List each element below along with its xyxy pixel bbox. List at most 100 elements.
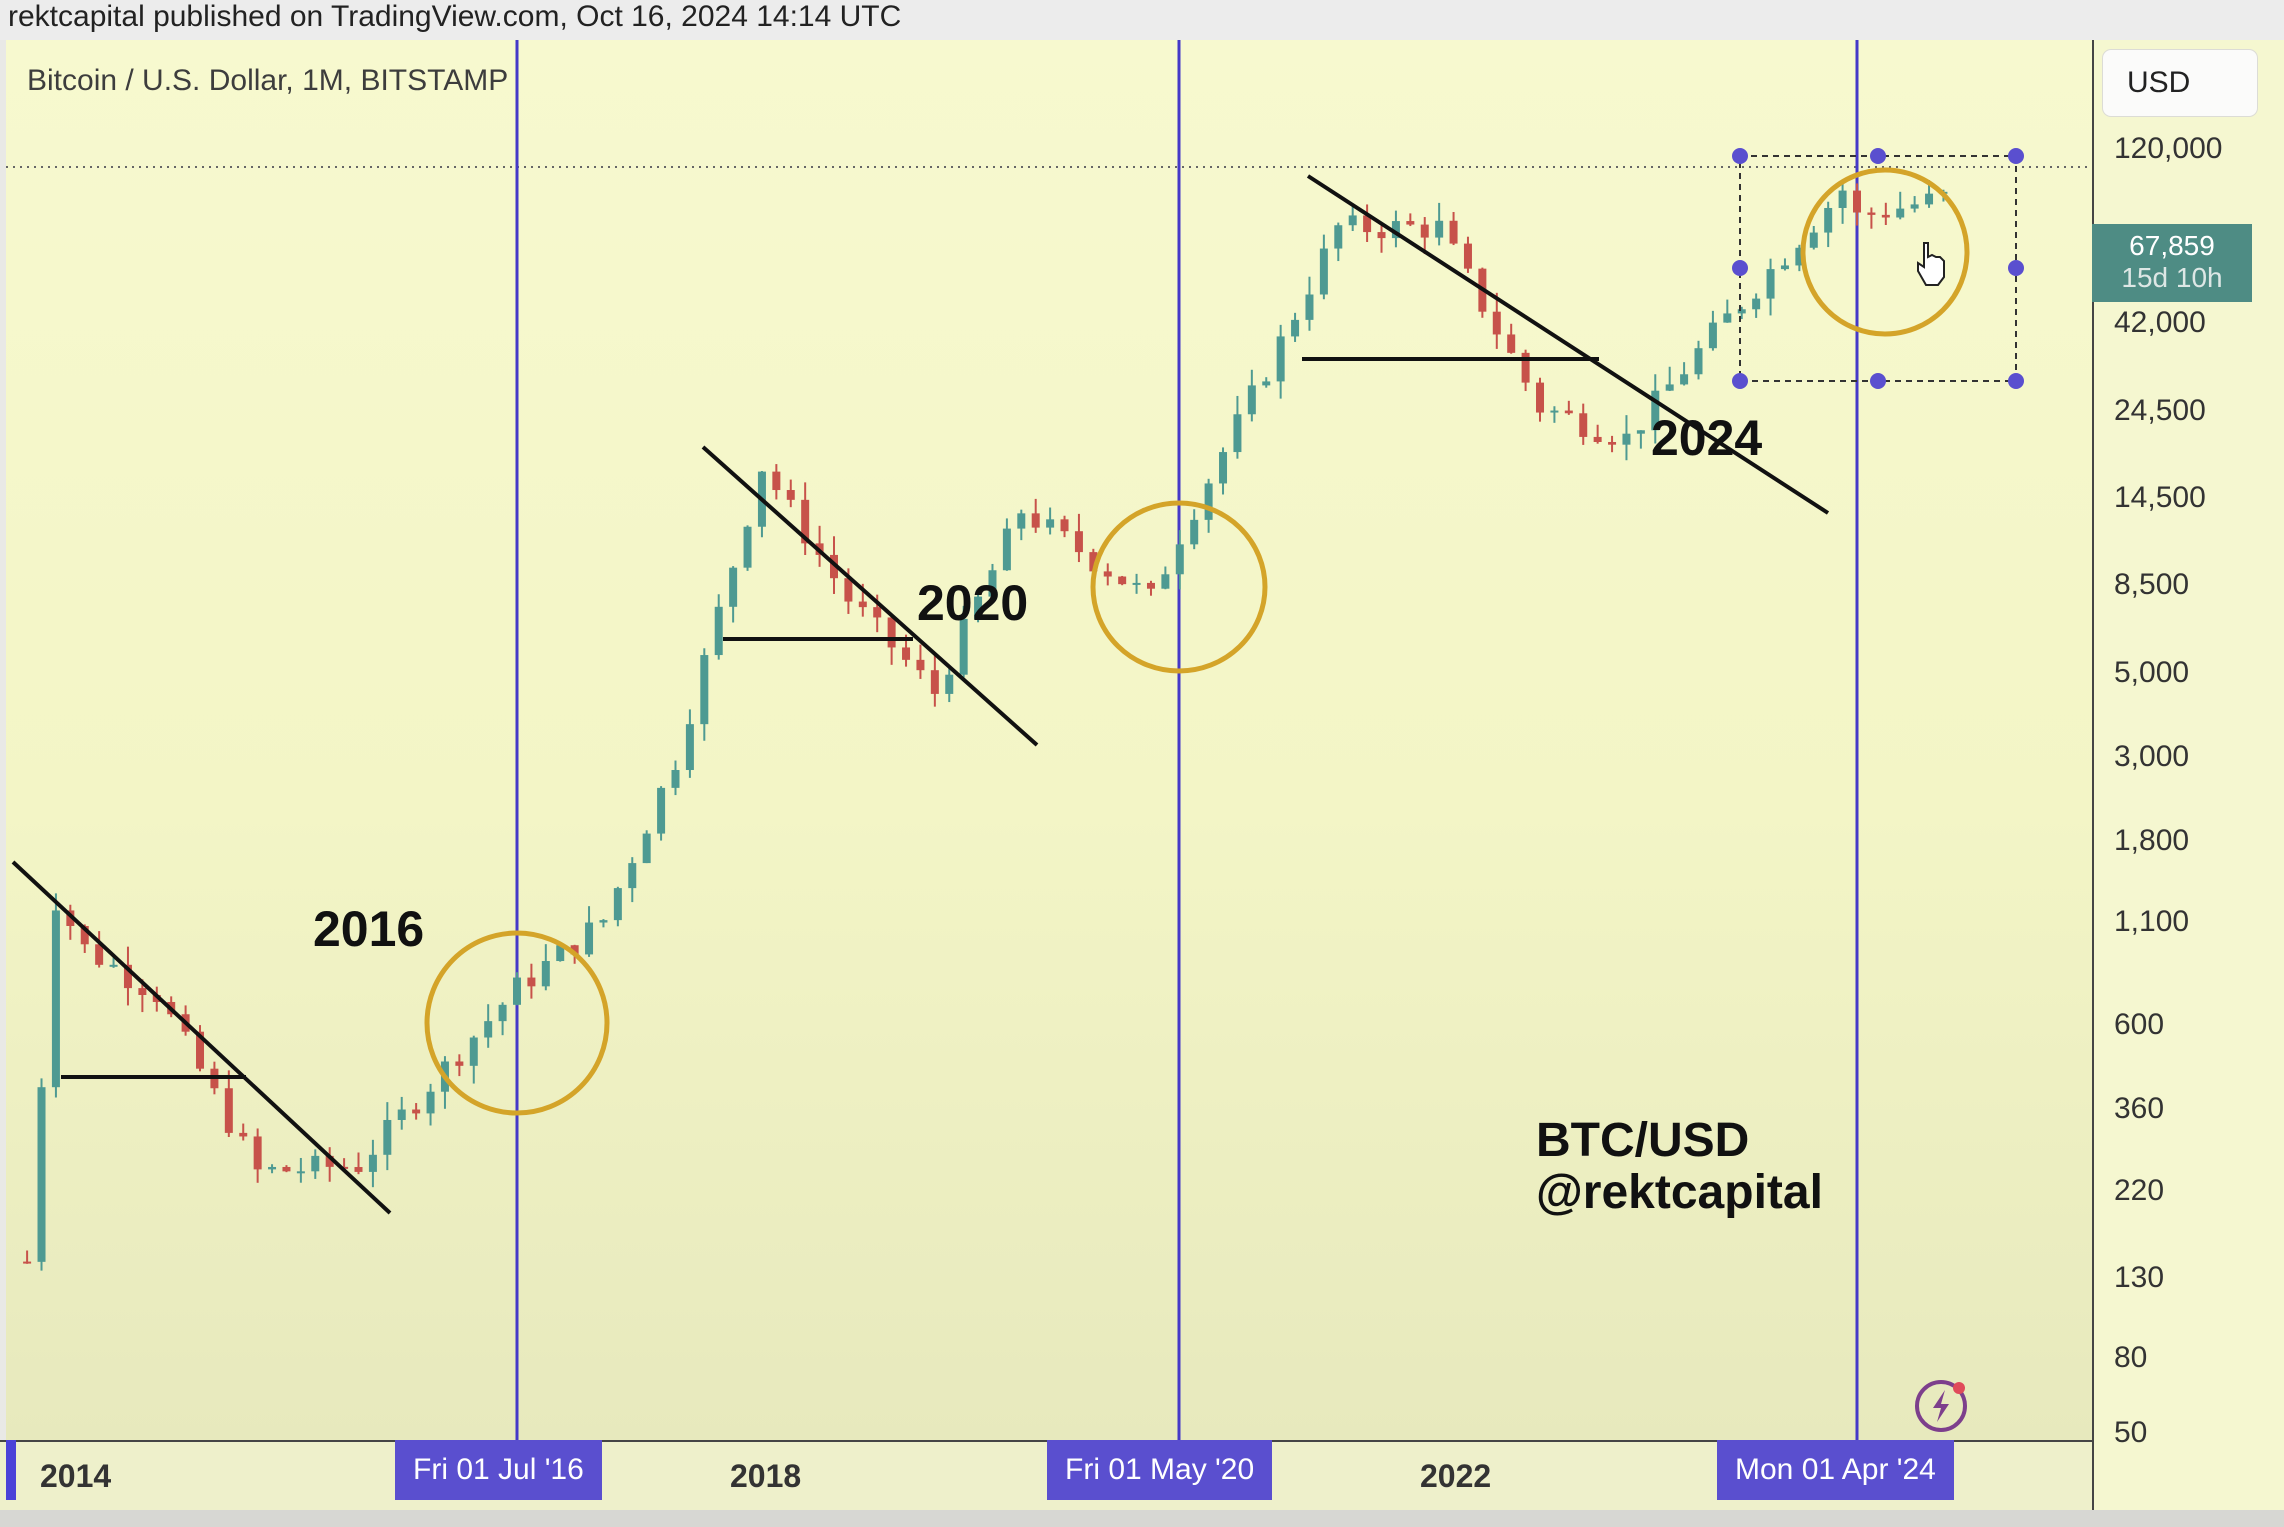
candle-body	[1319, 248, 1328, 295]
candle-body	[1291, 319, 1300, 337]
candle-body	[1737, 309, 1746, 314]
watermark-pair: BTC/USD	[1536, 1114, 1749, 1167]
time-axis-line	[0, 1440, 2092, 1442]
candle-body	[599, 920, 608, 923]
candle-body	[224, 1088, 233, 1133]
candle-body	[354, 1167, 363, 1172]
candle-body	[916, 659, 925, 671]
watermark-handle: @rektcapital	[1536, 1166, 1823, 1219]
chart-title: Bitcoin / U.S. Dollar, 1M, BITSTAMP	[27, 64, 509, 97]
candle-body	[484, 1021, 493, 1038]
price-tick: 5,000	[2114, 656, 2190, 689]
price-tick: 14,500	[2114, 481, 2206, 514]
price-tick: 50	[2114, 1416, 2148, 1449]
candle-body	[23, 1261, 32, 1264]
candle-body	[296, 1171, 305, 1174]
candle-body	[311, 1155, 320, 1172]
candle-body	[1507, 334, 1516, 353]
bar-countdown: 15d 10h	[2121, 262, 2223, 293]
candle-body	[1881, 214, 1890, 218]
date-badge-2020[interactable]: Fri 01 May '20	[1047, 1440, 1273, 1500]
time-axis[interactable]: 2014 2018 2022 Fri 01 Jul '16 Fri 01 May…	[0, 1440, 2092, 1510]
candle-body	[383, 1119, 392, 1155]
candle-body	[1031, 513, 1040, 528]
candle-body	[930, 670, 939, 694]
candle-body	[1449, 220, 1458, 244]
scroll-marker[interactable]	[6, 1440, 16, 1500]
candle-body	[1219, 452, 1228, 484]
publish-info-text: rektcapital published on TradingView.com…	[8, 0, 902, 33]
candle-body	[1780, 265, 1789, 270]
candle-body	[1190, 519, 1199, 545]
candle-body	[628, 863, 637, 889]
downtrend-line-2018[interactable]	[701, 445, 1039, 747]
candle-body	[1074, 531, 1083, 553]
candle-body	[873, 607, 882, 618]
date-badge-2024[interactable]: Mon 01 Apr '24	[1717, 1440, 1954, 1500]
candle-body	[801, 499, 810, 544]
candle-body	[109, 964, 118, 967]
downtrend-line-2014[interactable]	[11, 860, 392, 1215]
candle-body	[66, 910, 75, 926]
time-label: 2018	[730, 1458, 802, 1494]
candle-body	[1521, 352, 1530, 383]
price-axis[interactable]: USD 120,000 42,000 24,500 14,500 8,500 5…	[2092, 40, 2284, 1510]
candle-body	[772, 471, 781, 491]
candle-body	[1377, 232, 1386, 239]
chart-pane[interactable]: 2016 2020 2024 BTC/USD @rektcapital Bitc…	[6, 40, 2098, 1440]
candle-body	[1564, 410, 1573, 414]
candle-body	[1348, 215, 1357, 226]
candle-body	[1161, 574, 1170, 589]
candle-body	[1579, 413, 1588, 437]
candle-body	[282, 1166, 291, 1172]
publish-info-bar: rektcapital published on TradingView.com…	[0, 0, 2284, 40]
price-tick: 8,500	[2114, 568, 2190, 601]
currency-button[interactable]: USD	[2103, 50, 2257, 116]
candle-body	[556, 945, 565, 962]
candle-body	[1334, 225, 1343, 249]
candle-body	[95, 944, 104, 965]
cycle-label-2024: 2024	[1651, 410, 1762, 466]
candle-body	[498, 1004, 507, 1022]
halving-circle-2020[interactable]	[1090, 500, 1268, 674]
candle-body	[1233, 414, 1242, 453]
date-badge-2016[interactable]: Fri 01 Jul '16	[395, 1440, 602, 1500]
candle-body	[138, 988, 147, 995]
chart-canvas[interactable]: 2016 2020 2024 BTC/USD @rektcapital	[6, 40, 2098, 1440]
time-label: 2014	[40, 1458, 112, 1494]
candle-body	[988, 570, 997, 597]
candle-body	[1420, 224, 1429, 238]
candle-body	[1593, 436, 1602, 442]
candle-body	[1608, 441, 1617, 445]
candle-body	[1406, 221, 1415, 225]
candle-body	[1766, 269, 1775, 299]
selection-handles[interactable]	[1732, 148, 2024, 389]
candle-body	[1723, 313, 1732, 323]
candle-body	[1795, 247, 1804, 266]
candle-body	[959, 618, 968, 675]
halving-circle-2024[interactable]	[1800, 167, 1970, 337]
candle-body	[945, 674, 954, 694]
candle-body	[1809, 232, 1818, 248]
footer-strip	[0, 1510, 2284, 1527]
candle-body	[844, 578, 853, 602]
last-price-value: 67,859	[2129, 230, 2215, 261]
candle-body	[1002, 528, 1011, 571]
candle-body	[786, 490, 795, 500]
candle-body	[253, 1136, 262, 1170]
time-label: 2022	[1420, 1458, 1492, 1494]
price-tick: 360	[2114, 1092, 2165, 1125]
candle-body	[513, 977, 521, 1005]
downtrend-line-2022[interactable]	[1306, 174, 1830, 515]
halving-circle-2016[interactable]	[424, 930, 610, 1116]
candle-body	[37, 1087, 46, 1262]
candle-body	[80, 925, 89, 945]
candle-body	[1636, 430, 1645, 434]
candle-body	[1017, 513, 1026, 529]
candle-body	[368, 1154, 377, 1172]
candle-body	[1146, 582, 1155, 589]
lightning-icon[interactable]	[1915, 1380, 1967, 1432]
price-tick: 24,500	[2114, 394, 2206, 427]
candle-body	[412, 1109, 421, 1114]
cycle-label-2016: 2016	[313, 901, 424, 957]
